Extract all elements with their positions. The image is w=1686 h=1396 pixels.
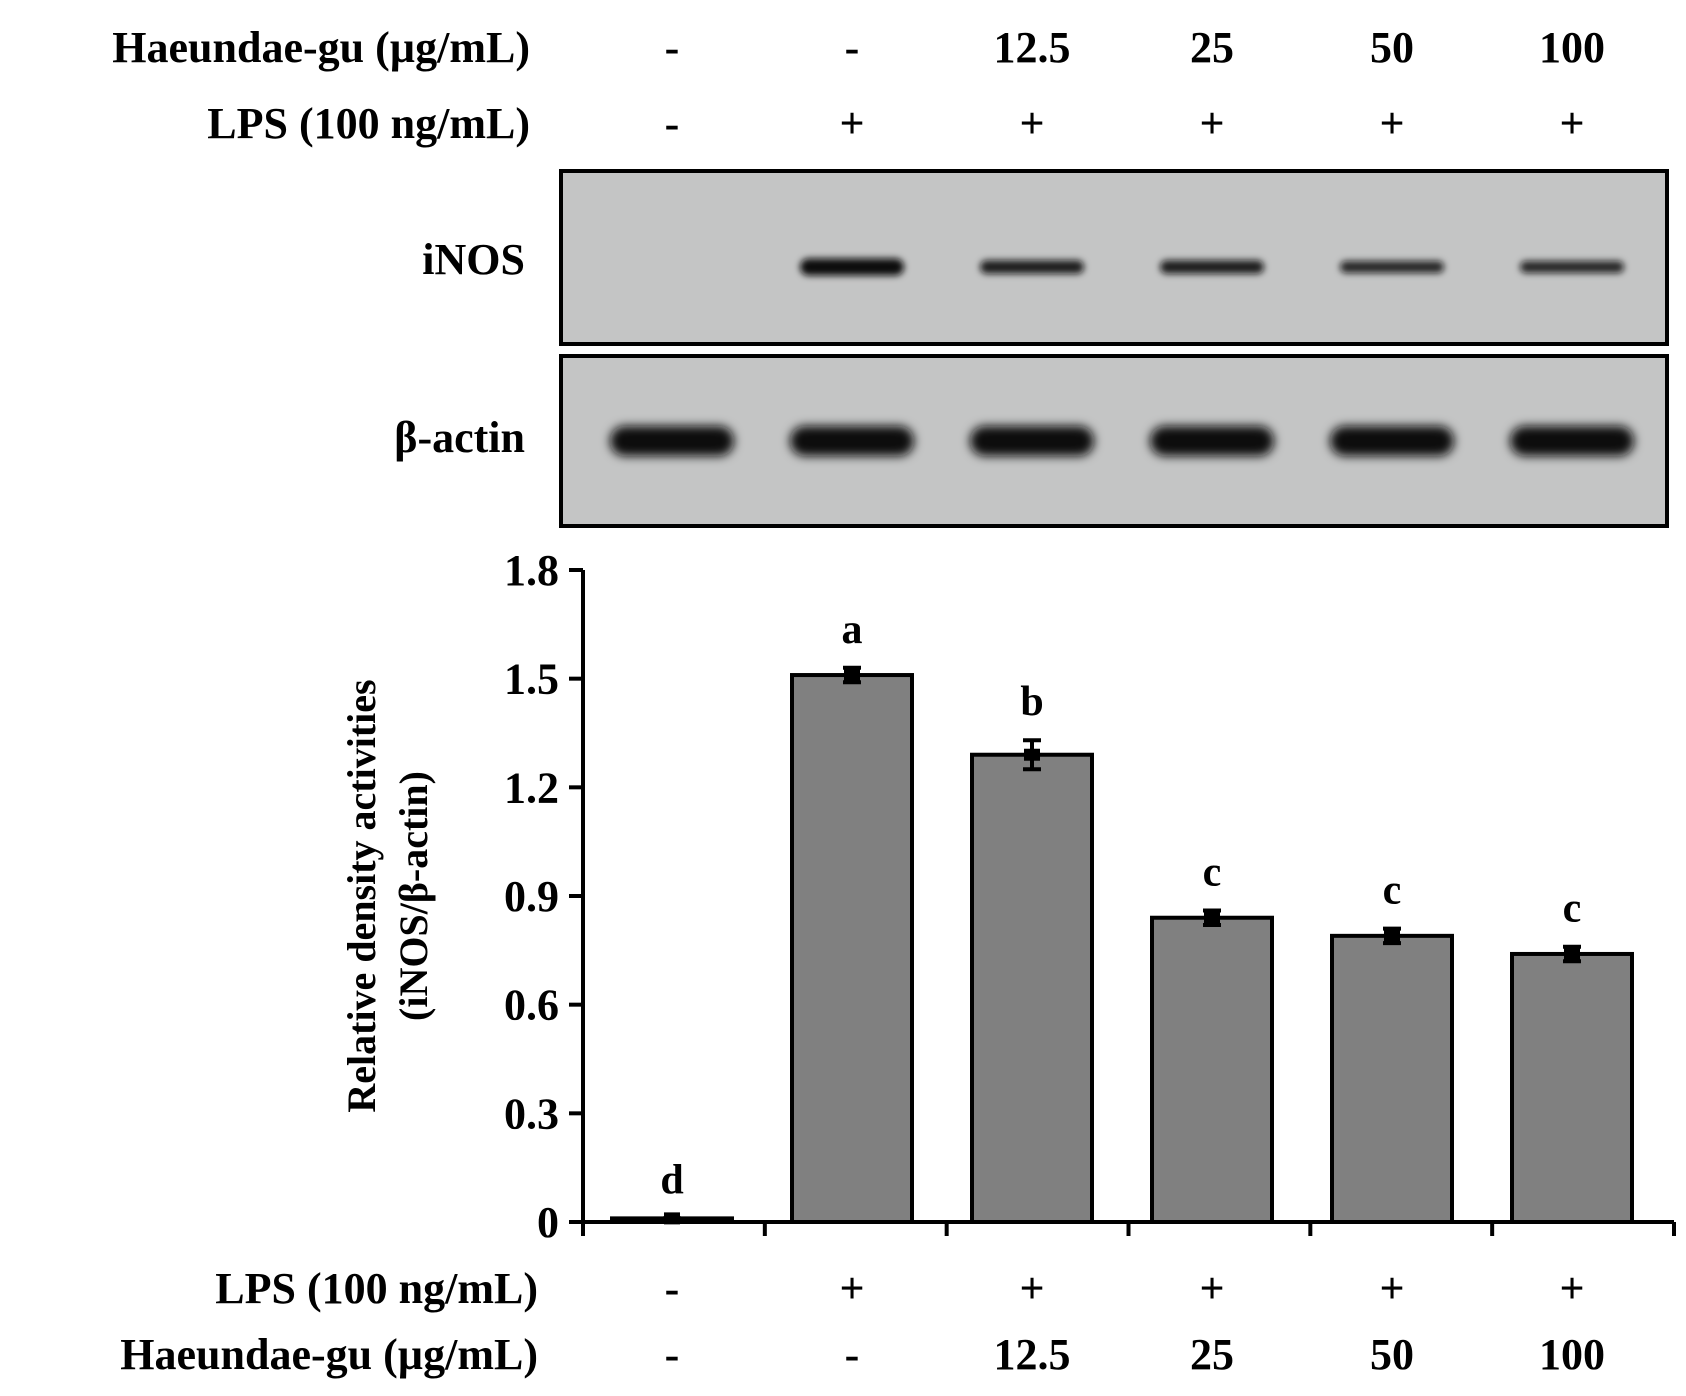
blot-band xyxy=(1330,426,1454,456)
y-tick-label: 0.9 xyxy=(504,872,559,921)
blot-row-value: + xyxy=(839,99,864,148)
blot-row-value: + xyxy=(1379,99,1404,148)
condition-row-value: + xyxy=(1199,1264,1224,1313)
y-tick-label: 0 xyxy=(537,1198,559,1247)
bar xyxy=(1150,915,1274,1224)
condition-row-value: - xyxy=(845,1330,860,1379)
blot-band xyxy=(980,260,1084,274)
blot-row-value: + xyxy=(1559,99,1584,148)
blot-row-value: 100 xyxy=(1539,23,1605,72)
y-axis-label: Relative density activities (iNOS/β-actin… xyxy=(339,679,436,1112)
mean-marker xyxy=(1384,929,1400,942)
blot-row-value: 12.5 xyxy=(994,23,1071,72)
bar xyxy=(1510,951,1634,1224)
condition-row-value: + xyxy=(1559,1264,1584,1313)
condition-row-value: + xyxy=(1379,1264,1404,1313)
blot-band xyxy=(790,426,914,456)
condition-row-value: - xyxy=(665,1264,680,1313)
blot-band xyxy=(1150,426,1274,456)
y-tick-label: 0.6 xyxy=(504,981,559,1030)
significance-letter: c xyxy=(1383,868,1402,914)
y-tick-label: 1.2 xyxy=(504,763,559,812)
bar xyxy=(970,752,1094,1224)
blot-row-value: + xyxy=(1019,99,1044,148)
condition-row-value: + xyxy=(839,1264,864,1313)
y-axis-label-line: (iNOS/β-actin) xyxy=(391,771,436,1021)
mean-marker xyxy=(1564,947,1580,960)
blot-row-value: 25 xyxy=(1190,23,1234,72)
condition-row-value: 12.5 xyxy=(994,1330,1071,1379)
blot-row-value: - xyxy=(845,23,860,72)
blot-band xyxy=(1340,261,1444,273)
bar-chart: 0 0.3 0.6 0.9 1.2 1.5 1.8 Relative density acti… xyxy=(120,546,1676,1379)
condition-row-value: 25 xyxy=(1190,1330,1234,1379)
significance-letter: d xyxy=(660,1157,683,1203)
bar xyxy=(790,673,914,1224)
blot-row-value: + xyxy=(1199,99,1224,148)
blot-membrane xyxy=(559,169,1669,346)
blot-protein-label: iNOS xyxy=(422,235,525,284)
western-blot: Haeundae-gu (µg/mL) - - 12.5 25 50 100 LPS (100… xyxy=(112,23,1669,528)
bar xyxy=(1330,933,1454,1224)
blot-row-label: Haeundae-gu (µg/mL) xyxy=(112,23,530,72)
condition-row-value: 50 xyxy=(1370,1330,1414,1379)
y-tick-label: 1.5 xyxy=(504,655,559,704)
blot-band xyxy=(610,426,734,456)
y-tick-label: 0.3 xyxy=(504,1089,559,1138)
y-tick-label: 1.8 xyxy=(504,546,559,595)
mean-marker xyxy=(1204,911,1220,924)
blot-row-value: 50 xyxy=(1370,23,1414,72)
blot-band xyxy=(1510,426,1634,456)
condition-row-value: + xyxy=(1019,1264,1044,1313)
condition-row-label: Haeundae-gu (µg/mL) xyxy=(120,1330,538,1379)
blot-row-value: - xyxy=(665,23,680,72)
blot-row-label: LPS (100 ng/mL) xyxy=(207,99,530,148)
blot-band xyxy=(1160,260,1264,274)
blot-band xyxy=(800,258,904,276)
condition-row-value: - xyxy=(665,1330,680,1379)
blot-protein-label: β-actin xyxy=(394,413,525,462)
condition-row-value: 100 xyxy=(1539,1330,1605,1379)
blot-band xyxy=(1520,261,1624,273)
significance-letter: b xyxy=(1020,679,1043,725)
significance-letter: c xyxy=(1563,886,1582,932)
mean-marker xyxy=(1024,748,1040,761)
significance-letter: a xyxy=(842,607,863,653)
blot-membrane xyxy=(559,354,1669,528)
blot-row-value: - xyxy=(665,99,680,148)
significance-letter: c xyxy=(1203,849,1222,895)
blot-band xyxy=(970,426,1094,456)
y-axis-label-line: Relative density activities xyxy=(339,679,384,1112)
condition-row-label: LPS (100 ng/mL) xyxy=(215,1264,538,1313)
mean-marker xyxy=(844,669,860,682)
